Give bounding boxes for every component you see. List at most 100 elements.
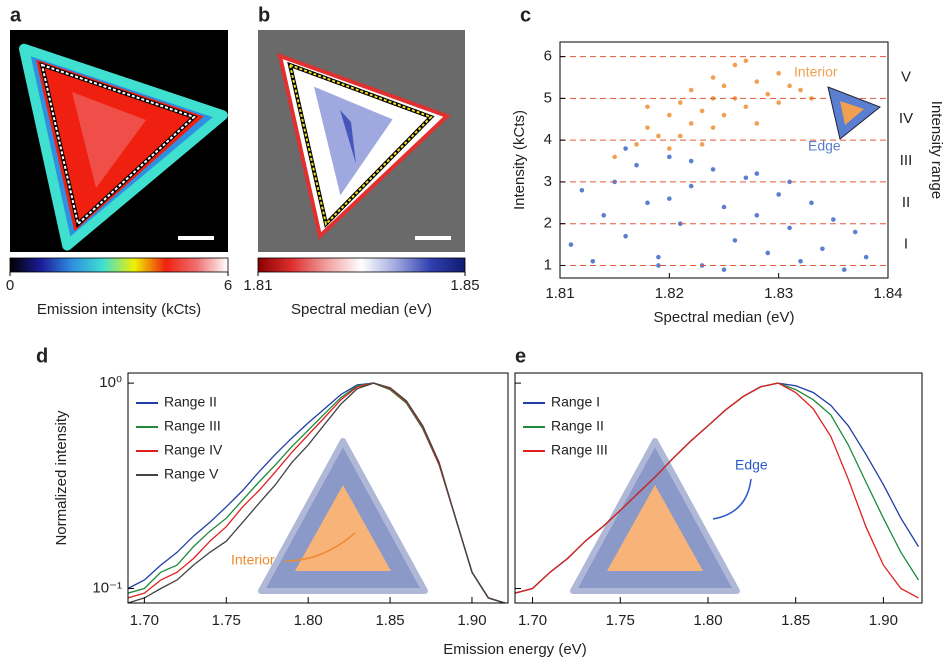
legend-label: Range III — [551, 442, 608, 458]
scatter-point — [568, 242, 574, 247]
scatter-point — [688, 121, 694, 126]
scatter-point — [743, 58, 749, 64]
scatter-point — [710, 167, 716, 172]
edge-label: Edge — [808, 138, 841, 154]
scatter-point — [656, 254, 661, 260]
scatter-point — [688, 183, 694, 189]
scale-bar — [178, 236, 214, 240]
scatter-point — [863, 254, 869, 260]
scatter-point — [590, 258, 596, 264]
scatter-point — [601, 213, 607, 218]
y-tick-label: 5 — [544, 89, 552, 106]
schematic-interior — [295, 485, 391, 571]
scatter-point — [754, 213, 760, 218]
scatter-point — [765, 91, 771, 97]
plot-frame — [127, 372, 509, 604]
scatter-point — [667, 196, 672, 201]
scatter-point — [798, 87, 803, 93]
colorbar-label: Emission intensity (kCts) — [37, 301, 201, 318]
annotation: Edge — [735, 457, 768, 473]
legend-label: Range V — [164, 466, 219, 482]
map-core — [314, 86, 393, 196]
scatter-point — [710, 75, 716, 80]
scatter-point — [688, 87, 694, 93]
annotation-arrow — [284, 532, 356, 562]
legend-label: Range III — [164, 418, 221, 434]
scatter-point — [787, 225, 792, 231]
schematic-interior — [607, 485, 703, 571]
x-tick-label: 1.85 — [781, 612, 810, 629]
scatter-point — [754, 171, 760, 176]
scatter-point — [645, 125, 650, 130]
scatter-point — [743, 175, 749, 181]
scatter-point — [809, 200, 814, 206]
colorbar-tick-label: 1.85 — [450, 277, 479, 294]
edge-outline-inner — [288, 63, 433, 227]
scatter-point — [776, 71, 781, 76]
scatter-point — [721, 112, 727, 118]
scatter-point — [623, 233, 628, 239]
spectrum-line — [127, 382, 505, 604]
scatter-point — [579, 187, 585, 193]
scatter-point — [721, 267, 727, 272]
scatter-point — [688, 158, 694, 164]
scatter-point — [634, 162, 639, 168]
x-tick-label: 1.84 — [873, 285, 902, 302]
plot-frame — [514, 372, 923, 604]
scatter-point — [699, 108, 705, 114]
scatter-point — [645, 200, 650, 206]
panel-tag: e — [515, 345, 526, 367]
annotation: Interior — [231, 552, 275, 568]
scatter-point — [623, 146, 628, 151]
x-tick-label: 1.90 — [869, 612, 898, 629]
scatter-point — [852, 229, 858, 235]
scatter-point — [667, 146, 672, 151]
scatter-point — [831, 217, 836, 222]
y-tick-label: 3 — [544, 173, 552, 190]
scatter-point — [732, 238, 738, 243]
scatter-point — [667, 154, 672, 160]
spectrum-line — [514, 382, 919, 599]
map-center — [340, 110, 356, 164]
y-tick-label: 4 — [544, 131, 552, 148]
key-interior — [840, 101, 864, 125]
x-axis-label: Emission energy (eV) — [443, 641, 586, 658]
panel-tag: a — [10, 4, 22, 26]
scatter-point — [677, 133, 683, 139]
legend-label: Range I — [551, 394, 600, 410]
scatter-point — [776, 192, 781, 197]
x-tick-label: 1.82 — [655, 285, 684, 302]
interior-label: Interior — [794, 64, 838, 80]
scatter-point — [841, 267, 847, 272]
y-tick-label: 2 — [544, 215, 552, 232]
scatter-point — [667, 112, 672, 118]
legend-label: Range II — [164, 394, 217, 410]
colorbar-tick-label: 0 — [6, 277, 14, 294]
range-label: IV — [899, 110, 913, 127]
annotation-arrow — [712, 478, 752, 520]
scatter-point — [656, 263, 661, 268]
scatter-point — [798, 258, 803, 264]
colorbar-tick-label: 1.81 — [243, 277, 272, 294]
scatter-point — [787, 179, 792, 185]
plot-frame — [559, 41, 889, 279]
scatter-point — [765, 250, 771, 256]
scatter-point — [721, 204, 727, 210]
scatter-point — [721, 83, 727, 89]
legend-label: Range II — [551, 418, 604, 434]
range-label: I — [904, 236, 908, 253]
x-tick-label: 1.75 — [212, 612, 241, 629]
scatter-point — [710, 125, 716, 130]
scatter-point — [699, 142, 705, 147]
x-tick-label: 1.80 — [294, 612, 323, 629]
scatter-point — [634, 142, 639, 147]
y-axis-label: Intensity (kCts) — [511, 110, 528, 210]
y-axis-label: Normalized intensity — [53, 410, 70, 546]
panel-tag: d — [36, 345, 48, 367]
y-tick-label: 10⁰ — [99, 374, 122, 391]
map-bright — [72, 92, 146, 188]
x-tick-label: 1.80 — [693, 612, 722, 629]
panel-tag: b — [258, 4, 270, 26]
x-axis-label: Spectral median (eV) — [654, 309, 795, 326]
colorbar — [9, 257, 229, 273]
